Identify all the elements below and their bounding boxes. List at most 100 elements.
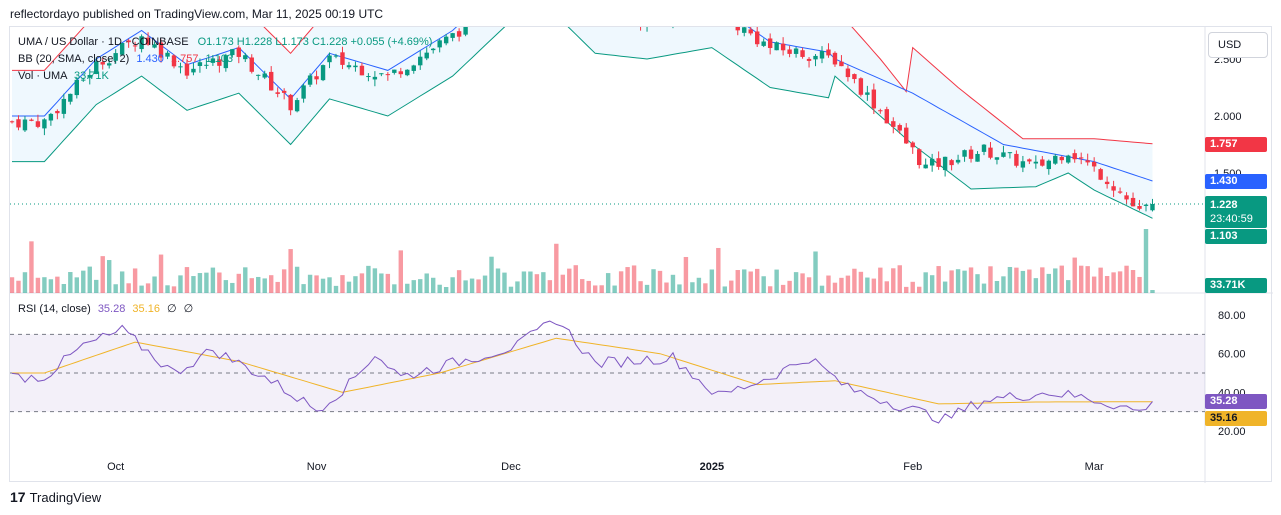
volume-bar bbox=[87, 266, 92, 293]
volume-bar bbox=[657, 270, 663, 293]
volume-bar bbox=[463, 280, 468, 293]
volume-bar bbox=[1020, 270, 1026, 293]
candle-body bbox=[1079, 157, 1084, 159]
volume-bar bbox=[593, 285, 598, 293]
volume-bar bbox=[722, 286, 727, 293]
x-tick-Oct: Oct bbox=[107, 461, 124, 473]
candle-body bbox=[230, 49, 235, 56]
volume-bar bbox=[327, 277, 332, 293]
price-tick-1: 2.000 bbox=[1214, 111, 1242, 123]
candle-body bbox=[761, 41, 766, 46]
candle-body bbox=[94, 61, 99, 75]
price-chart[interactable]: 2.5002.0001.50080.0060.0040.0020.00OctNo… bbox=[10, 27, 1273, 483]
volume-bar bbox=[1091, 276, 1097, 293]
volume-bar bbox=[761, 276, 766, 293]
candle-body bbox=[81, 79, 86, 81]
volume-bar bbox=[16, 280, 21, 293]
candle-body bbox=[1020, 161, 1026, 168]
volume-bar bbox=[1014, 267, 1019, 293]
volume-bar bbox=[346, 281, 352, 293]
volume-bar bbox=[955, 269, 961, 293]
volume-bar bbox=[813, 251, 818, 293]
candle-body bbox=[832, 52, 838, 65]
candle-body bbox=[16, 119, 21, 128]
bb-fill bbox=[12, 27, 1153, 219]
volume-bar bbox=[949, 270, 954, 293]
candle-body bbox=[165, 52, 170, 57]
candles-group bbox=[10, 27, 1155, 212]
candle-body bbox=[145, 37, 151, 45]
candle-body bbox=[191, 68, 196, 73]
candle-body bbox=[366, 76, 371, 78]
volume-bar bbox=[508, 286, 514, 293]
volume-bar bbox=[541, 272, 546, 293]
volume-bar bbox=[625, 267, 630, 293]
volume-bar bbox=[353, 276, 358, 293]
volume-bar bbox=[515, 281, 520, 293]
candle-body bbox=[314, 76, 319, 80]
volume-badge: 33.71K bbox=[1205, 278, 1267, 293]
candle-body bbox=[340, 52, 345, 65]
candle-body bbox=[1111, 186, 1116, 191]
candle-body bbox=[742, 27, 747, 33]
chart-frame[interactable]: 2.5002.0001.50080.0060.0040.0020.00OctNo… bbox=[9, 26, 1273, 483]
candle-body bbox=[1046, 160, 1051, 170]
volume-bar bbox=[878, 267, 883, 293]
bb-lower-badge: 1.103 bbox=[1205, 229, 1267, 244]
bb-basis-badge: 1.430 bbox=[1205, 174, 1267, 189]
volume-bar bbox=[1033, 278, 1039, 293]
price-badge: 1.228 23:40:59 bbox=[1205, 196, 1267, 228]
volume-bar bbox=[528, 271, 533, 293]
volume-bar bbox=[703, 283, 708, 293]
candle-body bbox=[1091, 161, 1097, 167]
volume-bar bbox=[904, 286, 909, 293]
candle-body bbox=[1053, 155, 1058, 164]
candle-body bbox=[463, 27, 468, 35]
candle-body bbox=[800, 50, 805, 57]
candle-body bbox=[294, 100, 300, 112]
volume-bar bbox=[307, 274, 313, 293]
volume-bar bbox=[1104, 276, 1110, 293]
candle-body bbox=[288, 94, 293, 111]
volume-bar bbox=[100, 256, 105, 293]
volume-bar bbox=[709, 269, 715, 293]
volume-bar bbox=[690, 282, 695, 293]
volume-bar bbox=[729, 280, 734, 293]
volume-bar bbox=[580, 279, 585, 293]
volume-bar bbox=[1040, 267, 1045, 293]
volume-bar bbox=[482, 275, 488, 293]
candle-body bbox=[748, 29, 753, 34]
volume-bar bbox=[29, 241, 34, 293]
volume-bar bbox=[910, 281, 915, 293]
volume-bar bbox=[139, 285, 144, 293]
candle-body bbox=[178, 66, 183, 68]
legend-symbol[interactable]: UMA / US Dollar · 1D · COINBASE bbox=[18, 36, 189, 48]
volume-bar bbox=[94, 279, 99, 293]
volume-bar bbox=[431, 277, 436, 293]
rsi-legend-label[interactable]: RSI (14, close) bbox=[18, 303, 91, 315]
tradingview-footer[interactable]: 17 TradingView bbox=[10, 489, 101, 505]
volume-bar bbox=[204, 272, 209, 293]
volume-bar bbox=[256, 276, 261, 293]
volume-bar bbox=[897, 265, 902, 293]
volume-bar bbox=[269, 275, 274, 293]
volume-bar bbox=[424, 273, 429, 293]
legend-bb-row: BB (20, SMA, close, 2) 1.430 1.757 1.103 bbox=[18, 51, 432, 68]
volume-bar bbox=[638, 281, 643, 293]
candle-body bbox=[256, 74, 261, 76]
volume-bar bbox=[333, 285, 339, 293]
volume-bar bbox=[988, 266, 993, 293]
candle-body bbox=[262, 73, 267, 78]
candle-body bbox=[923, 164, 928, 169]
candle-body bbox=[839, 61, 844, 67]
volume-bar bbox=[560, 274, 565, 293]
x-tick-2025: 2025 bbox=[700, 461, 724, 473]
candle-body bbox=[1072, 153, 1077, 160]
candle-body bbox=[152, 44, 157, 48]
currency-button[interactable]: USD bbox=[1208, 32, 1268, 58]
legend-bb-label[interactable]: BB (20, SMA, close, 2) bbox=[18, 53, 130, 65]
price-badge-value: 1.228 bbox=[1210, 199, 1238, 211]
candle-body bbox=[22, 119, 28, 131]
volume-bar bbox=[962, 270, 967, 293]
legend-vol-label[interactable]: Vol · UMA bbox=[18, 70, 67, 82]
